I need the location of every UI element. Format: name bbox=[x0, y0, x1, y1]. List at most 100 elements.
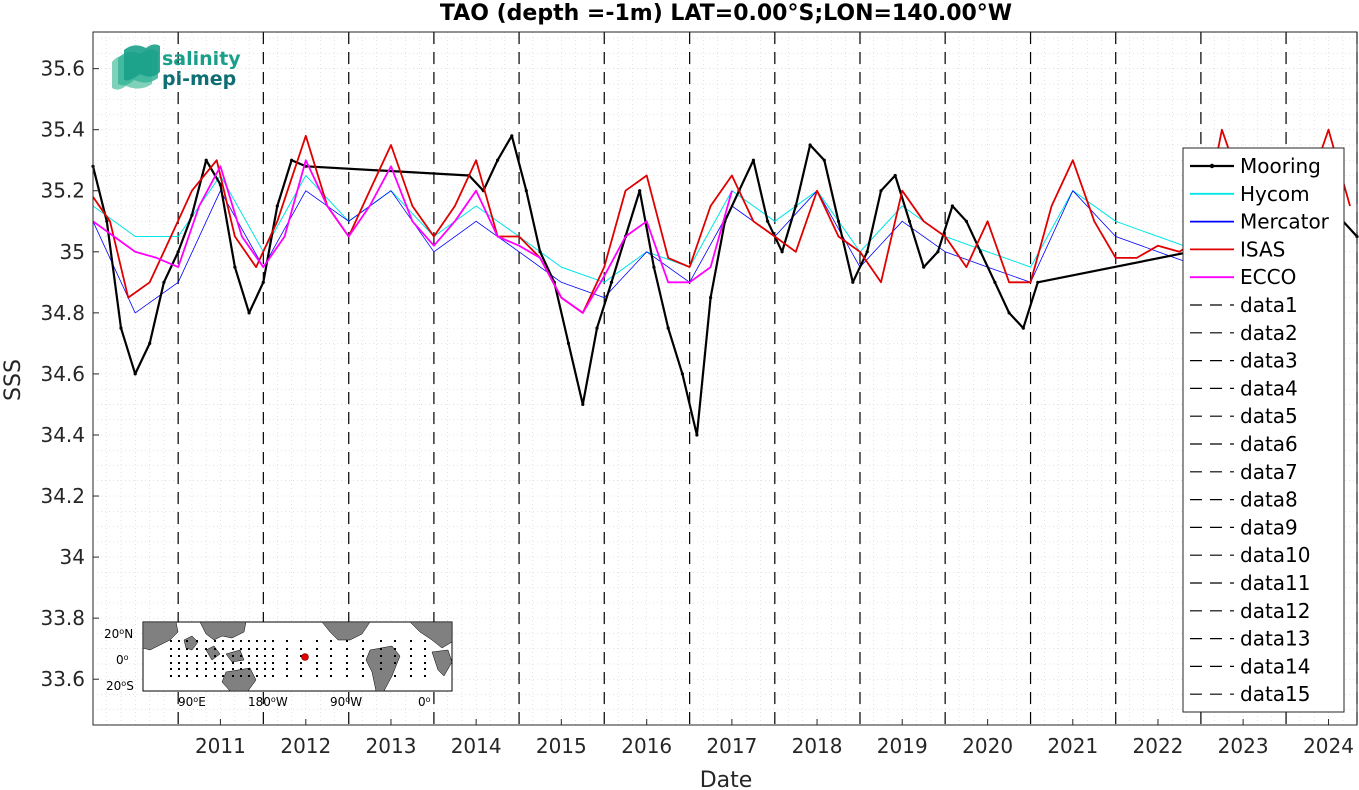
x-tick-label: 2022 bbox=[1133, 734, 1184, 758]
inset-buoy bbox=[205, 662, 207, 664]
inset-buoy bbox=[178, 668, 180, 670]
series-layer bbox=[91, 128, 1359, 437]
inset-buoy bbox=[170, 648, 172, 650]
inset-buoy bbox=[214, 662, 216, 664]
y-tick-label: 34 bbox=[60, 545, 85, 569]
inset-buoy bbox=[170, 668, 172, 670]
series-mooring-point bbox=[581, 402, 585, 406]
series-mooring-point bbox=[566, 341, 571, 345]
inset-buoy bbox=[222, 655, 224, 657]
inset-lon-label-90w: 90oW bbox=[330, 695, 362, 710]
inset-buoy bbox=[286, 668, 288, 670]
logo-wave-icon bbox=[112, 44, 160, 90]
series-mooring-point bbox=[695, 433, 699, 437]
legend: Mooring Hycom Mercator ISAS ECCO data1 data2 da… bbox=[1182, 147, 1345, 713]
inset-buoy bbox=[286, 675, 288, 677]
inset-buoy bbox=[196, 662, 198, 664]
inset-buoy bbox=[410, 648, 412, 650]
inset-buoy bbox=[394, 648, 396, 650]
inset-buoy bbox=[205, 675, 207, 677]
inset-buoy bbox=[248, 675, 250, 677]
series-mooring-point bbox=[638, 189, 642, 193]
x-tick-label: 2019 bbox=[877, 734, 928, 758]
inset-buoy bbox=[316, 640, 318, 642]
inset-buoy bbox=[256, 655, 258, 657]
inset-buoy bbox=[264, 662, 266, 664]
inset-lat-label-mid: 0o bbox=[116, 653, 129, 668]
inset-buoy bbox=[196, 655, 198, 657]
inset-buoy bbox=[240, 668, 242, 670]
inset-buoy bbox=[424, 662, 426, 664]
legend-label-hycom: Hycom bbox=[1240, 182, 1310, 206]
series-mooring-point bbox=[275, 204, 279, 208]
inset-buoy bbox=[205, 648, 207, 650]
inset-buoy bbox=[410, 655, 412, 657]
series-mooring-point bbox=[1021, 326, 1025, 330]
series-mooring-point bbox=[148, 341, 152, 345]
inset-buoy bbox=[300, 662, 302, 664]
inset-buoy bbox=[300, 648, 302, 650]
series-mooring-point bbox=[595, 326, 599, 330]
inset-buoy-array bbox=[170, 640, 426, 677]
x-tick-label: 2018 bbox=[792, 734, 843, 758]
inset-buoy bbox=[410, 662, 412, 664]
x-tick-label: 2014 bbox=[451, 734, 502, 758]
inset-buoy bbox=[346, 675, 348, 677]
inset-buoy bbox=[272, 640, 274, 642]
series-mooring-point bbox=[233, 265, 237, 269]
series-mooring-point bbox=[936, 250, 940, 254]
series-mooring-point bbox=[247, 311, 251, 315]
legend-label-data13: data13 bbox=[1240, 627, 1311, 651]
inset-buoy bbox=[256, 668, 258, 670]
inset-lon-label-0: 0o bbox=[418, 695, 431, 710]
inset-buoy bbox=[222, 675, 224, 677]
inset-lon-label-180: 180oW bbox=[248, 695, 288, 710]
series-mooring-point bbox=[822, 158, 826, 162]
legend-label-data10: data10 bbox=[1240, 543, 1311, 567]
x-tick-label: 2020 bbox=[962, 734, 1013, 758]
inset-buoy bbox=[205, 655, 207, 657]
logo-line2: pi-mep bbox=[162, 68, 236, 90]
x-axis-label: Date bbox=[700, 768, 753, 790]
series-mooring-point bbox=[652, 265, 656, 269]
x-tick-label: 2016 bbox=[621, 734, 672, 758]
inset-buoy bbox=[362, 648, 364, 650]
inset-buoy bbox=[214, 668, 216, 670]
inset-buoy bbox=[178, 675, 180, 677]
series-mooring-point bbox=[751, 158, 756, 162]
inset-lon-label-90e: 90oE bbox=[178, 695, 206, 710]
series-mooring-point bbox=[218, 183, 222, 187]
inset-buoy bbox=[248, 640, 250, 642]
inset-buoy bbox=[316, 675, 318, 677]
inset-buoy bbox=[214, 640, 216, 642]
inset-buoy bbox=[362, 668, 364, 670]
inset-buoy bbox=[272, 668, 274, 670]
inset-buoy bbox=[178, 640, 180, 642]
inset-buoy bbox=[346, 662, 348, 664]
inset-buoy bbox=[248, 648, 250, 650]
series-mooring-point bbox=[1036, 280, 1040, 284]
inset-buoy bbox=[196, 640, 198, 642]
inset-buoy bbox=[316, 662, 318, 664]
inset-buoy bbox=[186, 675, 188, 677]
inset-buoy bbox=[264, 648, 266, 650]
inset-buoy bbox=[248, 662, 250, 664]
series-isas bbox=[92, 128, 1351, 314]
y-tick-label: 33.6 bbox=[40, 667, 85, 691]
x-tick-label: 2021 bbox=[1047, 734, 1098, 758]
inset-buoy bbox=[330, 640, 332, 642]
logo-line1: salinity bbox=[162, 48, 241, 70]
inset-buoy bbox=[410, 668, 412, 670]
inset-buoy bbox=[380, 668, 382, 670]
legend-label-data14: data14 bbox=[1240, 654, 1311, 678]
inset-buoy bbox=[346, 668, 348, 670]
legend-label-data2: data2 bbox=[1240, 321, 1298, 345]
inset-buoy bbox=[264, 640, 266, 642]
inset-buoy bbox=[330, 662, 332, 664]
inset-buoy bbox=[186, 648, 188, 650]
series-mooring-point bbox=[190, 213, 194, 217]
inset-buoy bbox=[300, 640, 302, 642]
inset-buoy bbox=[240, 655, 242, 657]
inset-buoy bbox=[362, 662, 364, 664]
